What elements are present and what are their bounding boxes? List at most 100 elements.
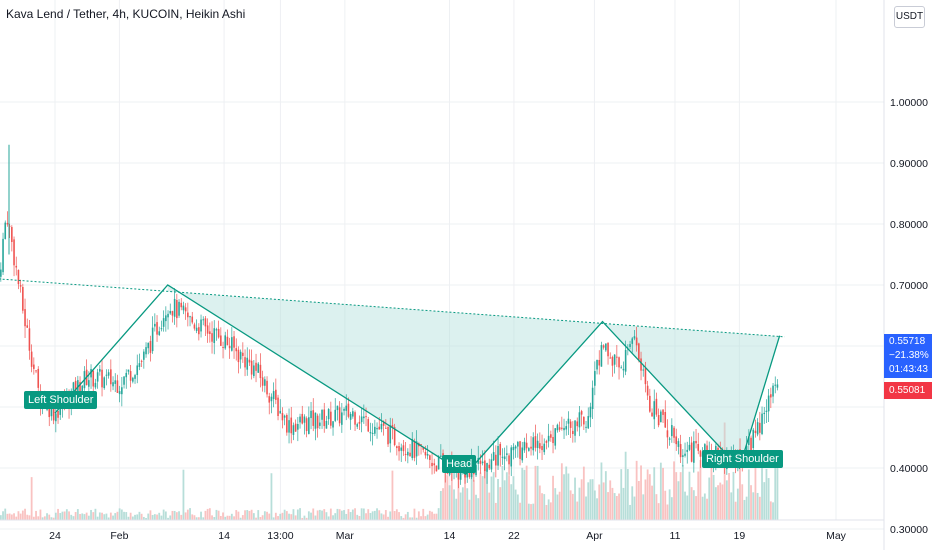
candle-body: [316, 415, 319, 429]
volume-bar: [145, 517, 147, 520]
volume-bar: [545, 504, 548, 520]
candle-body: [389, 425, 392, 444]
volume-bar: [466, 488, 469, 520]
candle-body: [30, 351, 33, 367]
candle-body: [37, 368, 40, 388]
volume-bar: [343, 510, 345, 520]
volume-bar: [554, 488, 557, 520]
volume-bar: [725, 480, 728, 520]
candle-body: [162, 318, 165, 327]
candle-body: [180, 302, 183, 308]
candle-body: [222, 347, 224, 349]
volume-bar: [39, 509, 42, 520]
volume-bar: [541, 493, 543, 520]
pattern-lines: [0, 278, 785, 475]
candle-body: [165, 315, 167, 322]
candle-body: [589, 406, 592, 418]
volume-bar: [70, 514, 73, 520]
volume-bar: [371, 511, 374, 520]
candle-body: [202, 319, 205, 321]
candle-body: [191, 316, 194, 323]
candle-body: [466, 471, 469, 478]
volume-bar: [24, 508, 26, 520]
candle-body: [367, 419, 370, 432]
volume-bar: [750, 485, 752, 520]
candle-body: [679, 444, 682, 458]
candle-body: [671, 425, 673, 437]
volume-bar: [763, 482, 766, 520]
volume-bar: [358, 515, 361, 520]
currency-selector[interactable]: USDT: [894, 6, 925, 28]
volume-bar: [527, 503, 530, 520]
candle-body: [631, 338, 634, 344]
volume-bar: [552, 475, 554, 520]
candle-body: [319, 422, 321, 426]
volume-bar: [470, 469, 473, 520]
candle-body: [567, 418, 570, 424]
candle-body: [268, 396, 271, 403]
volume-bar: [510, 484, 513, 520]
volume-bar: [37, 516, 40, 520]
candle-body: [704, 444, 706, 451]
candle-body: [431, 462, 433, 467]
volume-bar: [92, 512, 95, 520]
volume-bar: [743, 499, 746, 520]
volume-bar: [593, 490, 596, 520]
candle-body: [699, 450, 702, 457]
candle-body: [488, 464, 491, 469]
candle-body: [11, 227, 13, 242]
volume-bar: [101, 512, 103, 520]
volume-bar: [103, 514, 106, 520]
volume-bar: [211, 515, 213, 520]
candle-body: [228, 345, 231, 349]
volume-bar: [138, 511, 141, 520]
volume-bar: [332, 515, 334, 520]
volume-bar: [417, 511, 420, 520]
candle-body: [607, 342, 609, 357]
volume-bar: [208, 508, 211, 520]
volume-bar: [433, 513, 436, 520]
volume-bar: [413, 508, 416, 520]
candle-body: [345, 405, 348, 411]
right-shoulder-label[interactable]: Right Shoulder: [702, 450, 783, 468]
volume-bar: [81, 513, 84, 520]
volume-bar: [325, 512, 328, 520]
volume-bar: [420, 516, 422, 520]
candle-body: [583, 416, 585, 425]
volume-bar: [21, 510, 24, 520]
time-axis[interactable]: 24 Feb 14 13:00 Mar 14 22 Apr 11 19 May: [0, 519, 884, 542]
volume-bar: [191, 514, 194, 520]
candle-body: [534, 436, 537, 448]
volume-bar: [776, 464, 779, 520]
volume-bar: [0, 515, 2, 520]
neckline: [0, 278, 785, 338]
volume-bar: [228, 515, 231, 520]
x-tick-label: 24: [49, 530, 61, 542]
volume-bar: [389, 511, 392, 520]
candle-body: [620, 367, 623, 369]
candle-body: [147, 342, 150, 349]
candle-body: [420, 444, 422, 446]
left-shoulder-label[interactable]: Left Shoulder: [24, 391, 98, 409]
volume-bar: [160, 515, 163, 520]
candle-body: [125, 372, 128, 378]
price-axis[interactable]: 1.000000.900000.800000.700000.600000.400…: [883, 0, 928, 550]
volume-bar: [708, 477, 711, 520]
head-label[interactable]: Head: [442, 455, 477, 473]
candle-body: [552, 436, 554, 444]
candle-body: [748, 436, 750, 446]
candle-body: [563, 427, 565, 431]
volume-bar: [153, 514, 156, 520]
candle-body: [178, 301, 180, 316]
volume-bar: [637, 480, 640, 520]
volume-bar: [345, 513, 348, 520]
candle-body: [356, 424, 359, 427]
candle-body: [101, 369, 103, 388]
candle-body: [517, 441, 519, 447]
volume-bar: [769, 501, 772, 520]
candle-body: [118, 391, 121, 395]
volume-bar: [706, 498, 708, 520]
candle-body: [576, 421, 579, 427]
volume-bar: [98, 512, 101, 520]
